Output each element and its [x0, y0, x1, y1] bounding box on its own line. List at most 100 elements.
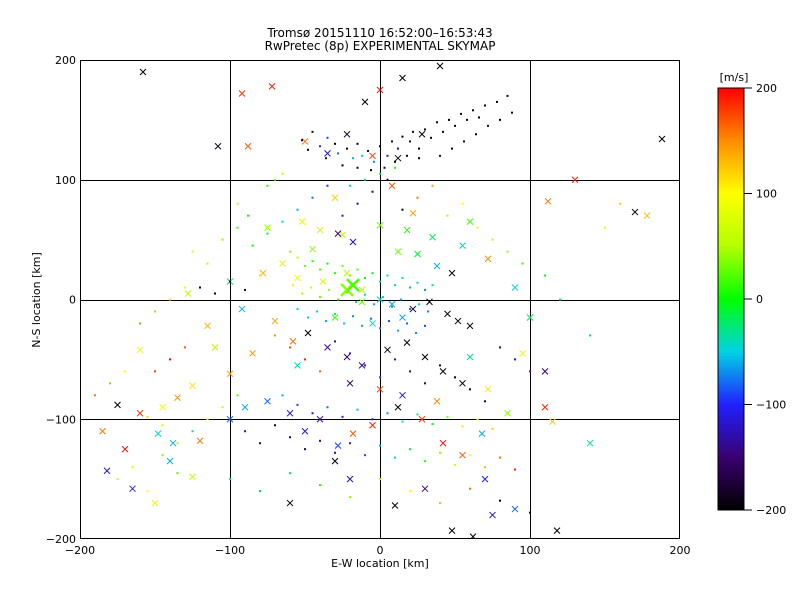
data-point-dot [301, 139, 303, 142]
data-point-dot [259, 442, 261, 445]
data-point-dot [439, 451, 441, 454]
data-point-dot [383, 166, 386, 169]
data-point-dot [412, 130, 414, 133]
data-point-cross [544, 197, 552, 205]
data-point-dot [401, 276, 404, 279]
data-point-cross [394, 403, 402, 411]
data-point-cross [331, 314, 339, 321]
x-tick-label: 0 [377, 544, 384, 557]
data-point-dot [499, 499, 501, 502]
data-point-dot [475, 133, 477, 136]
data-point-dot [454, 463, 456, 466]
data-point-dot [431, 284, 434, 287]
data-point-dot [436, 121, 438, 124]
data-point-dot [514, 468, 516, 471]
data-point-cross [376, 385, 384, 393]
data-point-cross [136, 409, 144, 417]
data-point-cross [466, 322, 474, 330]
data-point-cross [189, 473, 196, 481]
data-point-dot [176, 472, 179, 475]
data-point-cross [484, 385, 492, 393]
y-tick-label: 0 [69, 294, 76, 307]
data-point-dot [370, 317, 372, 320]
data-point-cross [324, 150, 331, 157]
data-point-dot [463, 140, 465, 143]
data-point-dot [476, 226, 479, 229]
data-point-dot [379, 145, 381, 148]
data-point-dot [446, 415, 449, 418]
data-point-dot [364, 454, 366, 457]
data-point-dot [319, 439, 321, 442]
data-point-dot [326, 136, 329, 139]
data-point-cross [376, 221, 384, 229]
data-point-dot [454, 376, 456, 379]
data-point-cross [319, 278, 327, 285]
data-point-cross [658, 135, 666, 143]
data-point-cross [316, 415, 324, 423]
data-point-dot [307, 148, 309, 151]
data-point-cross [586, 439, 594, 447]
data-point-dot [454, 124, 456, 127]
data-point-dot [379, 478, 381, 481]
data-point-dot [311, 412, 314, 415]
data-point-cross [454, 317, 462, 325]
data-point-dot [154, 310, 156, 313]
data-point-cross [439, 439, 447, 447]
data-point-dot [496, 100, 498, 103]
data-point-dot [341, 264, 344, 267]
data-point-dot [544, 274, 546, 277]
data-point-dot [397, 329, 399, 332]
data-point-dot [448, 118, 450, 121]
data-point-dot [296, 308, 299, 311]
data-point-cross [448, 527, 456, 534]
data-point-cross [264, 224, 271, 232]
data-point-dot [319, 296, 321, 299]
data-point-dot [394, 456, 396, 459]
data-point-dot [146, 490, 149, 493]
data-point-dot [311, 196, 314, 199]
data-point-dot [619, 202, 621, 205]
data-point-dot [356, 166, 359, 169]
chart-subtitle: RwPretec (8p) EXPERIMENTAL SKYMAP [265, 39, 496, 53]
data-point-cross [268, 82, 276, 90]
data-point-dot [529, 511, 531, 514]
data-point-dot [379, 327, 381, 330]
data-point-dot [307, 316, 309, 319]
data-point-dot [373, 160, 375, 163]
data-point-dot [409, 308, 411, 311]
data-point-cross [361, 98, 369, 106]
data-point-dot [296, 403, 299, 406]
data-point-dot [311, 130, 314, 133]
data-point-cross [286, 409, 294, 417]
data-point-dot [424, 382, 426, 385]
data-point-cross [478, 430, 486, 437]
plot-frame [80, 60, 680, 539]
data-point-dot [589, 334, 591, 337]
x-tick-label: 200 [670, 544, 691, 557]
data-point-dot [364, 276, 366, 279]
data-point-dot [146, 415, 149, 418]
data-point-cross [279, 260, 286, 267]
data-point-dot [259, 274, 261, 277]
data-point-cross [99, 427, 106, 435]
data-point-dot [382, 296, 384, 299]
data-point-dot [478, 116, 480, 119]
data-point-dot [161, 424, 164, 427]
data-point-cross [136, 346, 144, 354]
data-point-dot [131, 466, 134, 469]
data-point-cross [349, 430, 357, 437]
data-point-dot [334, 340, 336, 343]
data-point-cross [271, 317, 279, 325]
data-point-cross [358, 362, 366, 369]
data-point-dot [415, 332, 417, 335]
data-point-dot [325, 320, 327, 323]
data-point-dot [346, 147, 348, 150]
data-point-dot [371, 190, 374, 193]
data-point-dot [364, 178, 366, 181]
data-point-dot [430, 136, 432, 139]
data-point-cross [369, 320, 376, 327]
data-point-dot [469, 487, 471, 490]
data-point-dot [371, 272, 374, 275]
data-point-cross [391, 502, 399, 509]
data-point-cross [448, 269, 456, 277]
